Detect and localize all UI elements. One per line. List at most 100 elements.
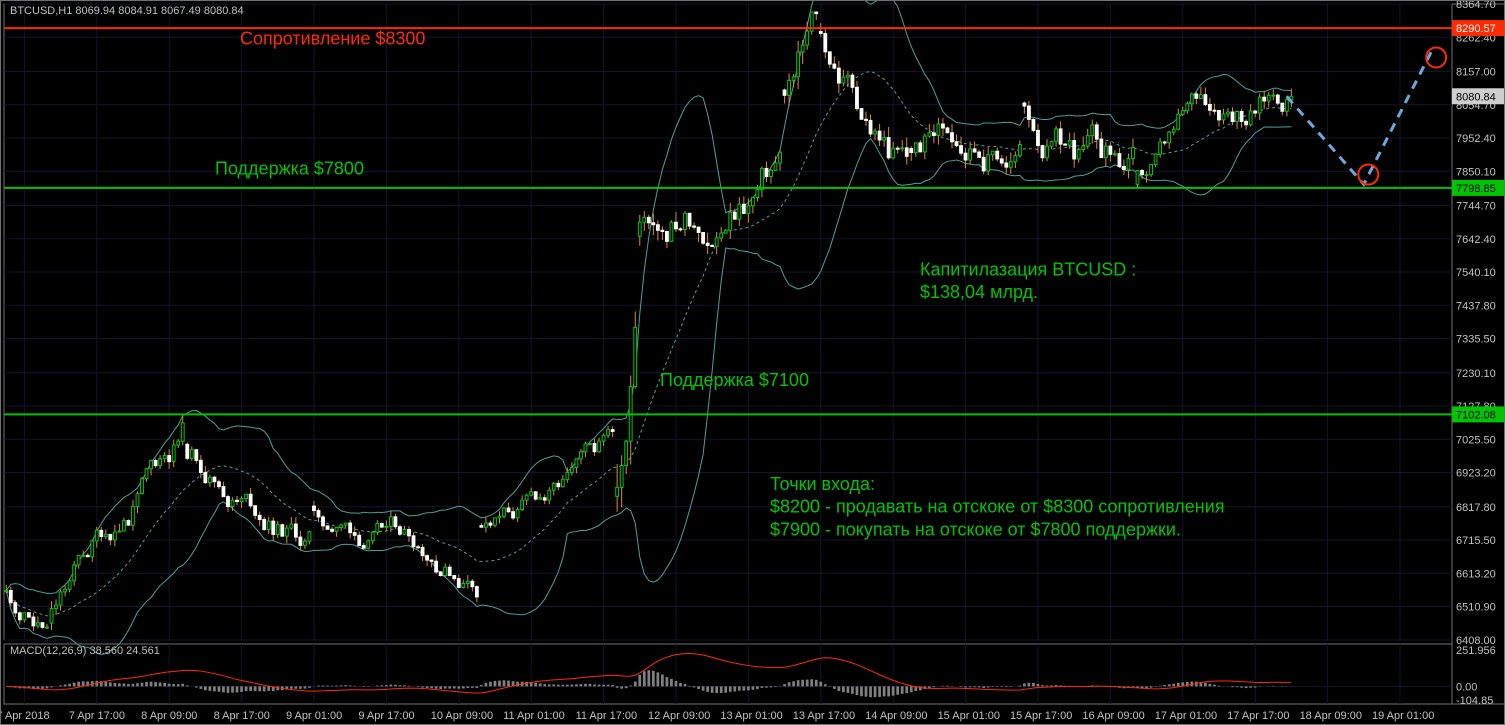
candle: [860, 109, 863, 120]
candle: [376, 523, 379, 532]
candle: [702, 233, 705, 244]
y-tick-label: 7642.40: [1456, 234, 1496, 246]
candle: [1009, 162, 1012, 167]
candle: [774, 163, 777, 170]
candle: [751, 198, 754, 206]
candle: [770, 170, 773, 176]
candle: [177, 441, 180, 445]
candle: [1245, 121, 1248, 124]
candle: [299, 537, 302, 545]
candle: [684, 213, 687, 229]
trading-chart-window: 6408.006510.906613.206715.506817.806923.…: [0, 0, 1505, 725]
candle: [589, 444, 592, 445]
candle: [249, 494, 252, 506]
candle: [1104, 146, 1107, 157]
candle: [1000, 159, 1003, 163]
candle: [905, 148, 908, 156]
candle: [973, 149, 976, 152]
candle: [141, 479, 144, 494]
candle: [620, 466, 623, 488]
candle: [9, 590, 12, 602]
x-tick-label: 9 Apr 17:00: [358, 710, 414, 722]
candle: [453, 576, 456, 579]
candle: [150, 461, 153, 469]
candle: [1023, 103, 1026, 106]
x-tick-label: 15 Apr 17:00: [1010, 710, 1072, 722]
macd-y-tick: 251.956: [1456, 645, 1496, 657]
candle: [154, 461, 157, 466]
candle: [68, 581, 71, 590]
candle: [32, 617, 35, 626]
candle: [720, 233, 723, 238]
candle: [362, 545, 365, 548]
candle: [195, 450, 198, 461]
candle: [887, 138, 890, 158]
candle: [439, 572, 442, 576]
candle: [1095, 125, 1098, 139]
candle: [204, 472, 207, 482]
candle: [815, 12, 818, 14]
candle: [136, 494, 139, 507]
candle: [792, 77, 795, 81]
candle: [1218, 111, 1221, 120]
y-tick-label: 6715.50: [1456, 535, 1496, 547]
candle: [706, 243, 709, 245]
candle: [1204, 95, 1207, 105]
candle: [530, 492, 533, 495]
candle: [801, 45, 804, 52]
candle: [761, 168, 764, 189]
y-tick-label: 6613.20: [1456, 568, 1496, 580]
candle: [480, 526, 483, 528]
x-tick-label: 7 Apr 2018: [0, 710, 50, 722]
candle: [494, 518, 497, 525]
x-tick-label: 18 Apr 09:00: [1300, 710, 1362, 722]
chart-annotation: $8200 - продавать на отскоке от $8300 со…: [770, 497, 1225, 517]
candle: [1136, 171, 1139, 185]
candle: [1159, 142, 1162, 154]
candle: [1263, 97, 1266, 101]
candle: [1028, 106, 1031, 119]
candle: [847, 75, 850, 77]
macd-y-tick: -104.85: [1456, 695, 1493, 707]
macd-header: MACD(12,26,9) 38.560 24.561: [10, 645, 160, 657]
candle: [389, 517, 392, 527]
candle: [978, 152, 981, 157]
candle: [132, 506, 135, 525]
candle: [1190, 94, 1193, 104]
candle: [353, 533, 356, 536]
candle: [942, 124, 945, 128]
candle: [1272, 95, 1275, 96]
candle: [127, 521, 130, 526]
candle: [471, 581, 474, 586]
candle: [258, 515, 261, 519]
candle: [661, 230, 664, 231]
candle: [18, 613, 21, 620]
candle: [675, 222, 678, 229]
candle: [457, 579, 460, 588]
candle: [245, 494, 248, 498]
candle: [1014, 156, 1017, 162]
candle: [575, 459, 578, 468]
candle: [417, 547, 420, 548]
candle: [896, 148, 899, 149]
candle: [113, 532, 116, 540]
candle: [1181, 111, 1184, 114]
candle: [1236, 111, 1239, 121]
candle: [349, 523, 352, 533]
chart-svg[interactable]: 6408.006510.906613.206715.506817.806923.…: [0, 0, 1505, 725]
candle: [1055, 129, 1058, 142]
candle: [991, 151, 994, 154]
candle: [313, 506, 316, 510]
candle: [285, 528, 288, 536]
candle: [421, 547, 424, 555]
x-tick-label: 12 Apr 09:00: [648, 710, 710, 722]
candle: [1018, 145, 1021, 156]
candle: [82, 555, 85, 556]
x-tick-label: 14 Apr 09:00: [865, 710, 927, 722]
candle: [1050, 142, 1053, 147]
candle: [837, 68, 840, 83]
candle: [851, 75, 854, 87]
candle: [331, 529, 334, 531]
candle: [742, 204, 745, 213]
candle: [1141, 171, 1144, 175]
